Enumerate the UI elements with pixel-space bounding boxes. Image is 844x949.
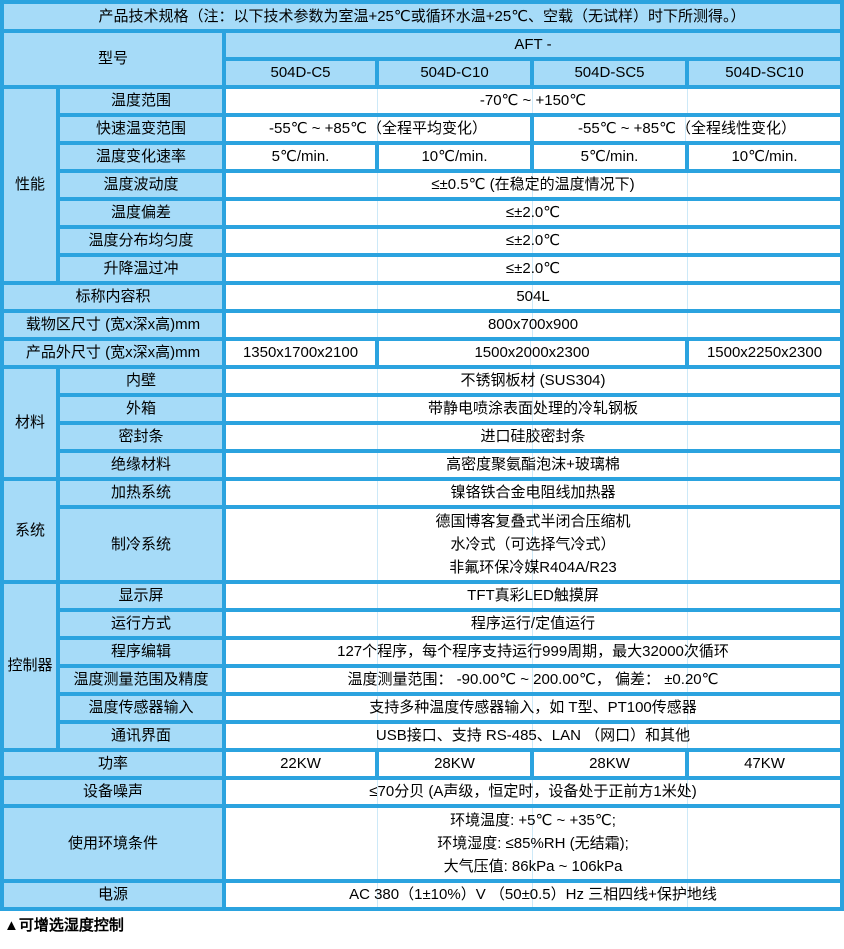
label-ramp-rate: 温度变化速率 xyxy=(60,145,222,169)
label-fluctuation: 温度波动度 xyxy=(60,173,222,197)
value-rapid-range-right: -55℃ ~ +85℃（全程线性变化） xyxy=(534,117,840,141)
label-power: 功率 xyxy=(4,752,222,776)
label-display: 显示屏 xyxy=(60,584,222,608)
category-materials: 材料 xyxy=(4,369,56,477)
environment-line-temp: 环境温度: +5℃ ~ +35℃; xyxy=(450,812,616,829)
value-heating-system: 镍铬铁合金电阻线加热器 xyxy=(226,481,840,505)
label-outer-box: 外箱 xyxy=(60,397,222,421)
label-run-mode: 运行方式 xyxy=(60,612,222,636)
environment-line-pressure: 大气压值: 86kPa ~ 106kPa xyxy=(443,858,623,875)
environment-line-humidity: 环境湿度: ≤85%RH (无结霜); xyxy=(437,835,629,852)
model-column-504d-sc10: 504D-SC10 xyxy=(689,61,840,85)
value-power-supply: AC 380（1±10%）V （50±0.5）Hz 三相四线+保护地线 xyxy=(226,883,840,907)
label-volume: 标称内容积 xyxy=(4,285,222,309)
value-external-size-1: 1350x1700x2100 xyxy=(226,341,375,365)
label-power-supply: 电源 xyxy=(4,883,222,907)
label-deviation: 温度偏差 xyxy=(60,201,222,225)
value-ramp-rate-1: 5℃/min. xyxy=(226,145,375,169)
label-heating-system: 加热系统 xyxy=(60,481,222,505)
cooling-line-compressor: 德国博客复叠式半闭合压缩机 xyxy=(435,513,631,530)
value-programming: 127个程序，每个程序支持运行999周期，最大32000次循环 xyxy=(226,640,840,664)
value-uniformity: ≤±2.0℃ xyxy=(226,229,840,253)
value-outer-box: 带静电喷涂表面处理的冷轧钢板 xyxy=(226,397,840,421)
label-rapid-range: 快速温变范围 xyxy=(60,117,222,141)
value-run-mode: 程序运行/定值运行 xyxy=(226,612,840,636)
label-sensor-input: 温度传感器输入 xyxy=(60,696,222,720)
value-deviation: ≤±2.0℃ xyxy=(226,201,840,225)
model-column-504d-c10: 504D-C10 xyxy=(379,61,530,85)
category-systems: 系统 xyxy=(4,481,56,580)
label-environment: 使用环境条件 xyxy=(4,808,222,879)
label-measurement-range: 温度测量范围及精度 xyxy=(60,668,222,692)
model-column-504d-sc5: 504D-SC5 xyxy=(534,61,685,85)
value-comm-interface: USB接口、支持 RS-485、LAN （网口）和其他 xyxy=(226,724,840,748)
label-comm-interface: 通讯界面 xyxy=(60,724,222,748)
value-load-area: 800x700x900 xyxy=(226,313,840,337)
model-series: AFT - xyxy=(226,33,840,57)
category-controller: 控制器 xyxy=(4,584,56,748)
value-measurement-range: 温度测量范围： -90.00℃ ~ 200.00℃， 偏差： ±0.20℃ xyxy=(226,668,840,692)
cooling-line-water-cooled: 水冷式（可选择气冷式） xyxy=(450,536,616,553)
humidity-option-footnote: ▲可增选湿度控制 xyxy=(4,917,124,934)
label-noise: 设备噪声 xyxy=(4,780,222,804)
value-ramp-rate-2: 10℃/min. xyxy=(379,145,530,169)
category-performance: 性能 xyxy=(4,89,56,281)
label-external-size: 产品外尺寸 (宽x深x高)mm xyxy=(4,341,222,365)
value-overshoot: ≤±2.0℃ xyxy=(226,257,840,281)
value-ramp-rate-3: 5℃/min. xyxy=(534,145,685,169)
value-insulation: 高密度聚氨酯泡沫+玻璃棉 xyxy=(226,453,840,477)
value-environment: 环境温度: +5℃ ~ +35℃; 环境湿度: ≤85%RH (无结霜); 大气… xyxy=(226,808,840,879)
value-fluctuation: ≤±0.5℃ (在稳定的温度情况下) xyxy=(226,173,840,197)
value-sensor-input: 支持多种温度传感器输入，如 T型、PT100传感器 xyxy=(226,696,840,720)
value-power-3: 28KW xyxy=(534,752,685,776)
value-noise: ≤70分贝 (A声级，恒定时，设备处于正前方1米处) xyxy=(226,780,840,804)
value-external-size-3: 1500x2250x2300 xyxy=(689,341,840,365)
label-overshoot: 升降温过冲 xyxy=(60,257,222,281)
label-cooling-system: 制冷系统 xyxy=(60,509,222,580)
label-temp-range: 温度范围 xyxy=(60,89,222,113)
value-power-2: 28KW xyxy=(379,752,530,776)
label-door-seal: 密封条 xyxy=(60,425,222,449)
label-load-area: 载物区尺寸 (宽x深x高)mm xyxy=(4,313,222,337)
spec-table: 产品技术规格（注：以下技术参数为室温+25℃或循环水温+25℃、空载（无试样）时… xyxy=(0,0,844,911)
value-door-seal: 进口硅胶密封条 xyxy=(226,425,840,449)
label-uniformity: 温度分布均匀度 xyxy=(60,229,222,253)
value-volume: 504L xyxy=(226,285,840,309)
value-power-4: 47KW xyxy=(689,752,840,776)
value-cooling-system: 德国博客复叠式半闭合压缩机 水冷式（可选择气冷式） 非氟环保冷媒R404A/R2… xyxy=(226,509,840,580)
table-title: 产品技术规格（注：以下技术参数为室温+25℃或循环水温+25℃、空载（无试样）时… xyxy=(4,4,840,29)
value-display: TFT真彩LED触摸屏 xyxy=(226,584,840,608)
value-inner-wall: 不锈钢板材 (SUS304) xyxy=(226,369,840,393)
cooling-line-refrigerant: 非氟环保冷媒R404A/R23 xyxy=(449,559,617,576)
value-temp-range: -70℃ ~ +150℃ xyxy=(226,89,840,113)
value-external-size-2: 1500x2000x2300 xyxy=(379,341,685,365)
model-column-504d-c5: 504D-C5 xyxy=(226,61,375,85)
label-inner-wall: 内壁 xyxy=(60,369,222,393)
label-insulation: 绝缘材料 xyxy=(60,453,222,477)
value-rapid-range-left: -55℃ ~ +85℃（全程平均变化） xyxy=(226,117,530,141)
model-label: 型号 xyxy=(4,33,222,85)
label-programming: 程序编辑 xyxy=(60,640,222,664)
value-ramp-rate-4: 10℃/min. xyxy=(689,145,840,169)
value-power-1: 22KW xyxy=(226,752,375,776)
